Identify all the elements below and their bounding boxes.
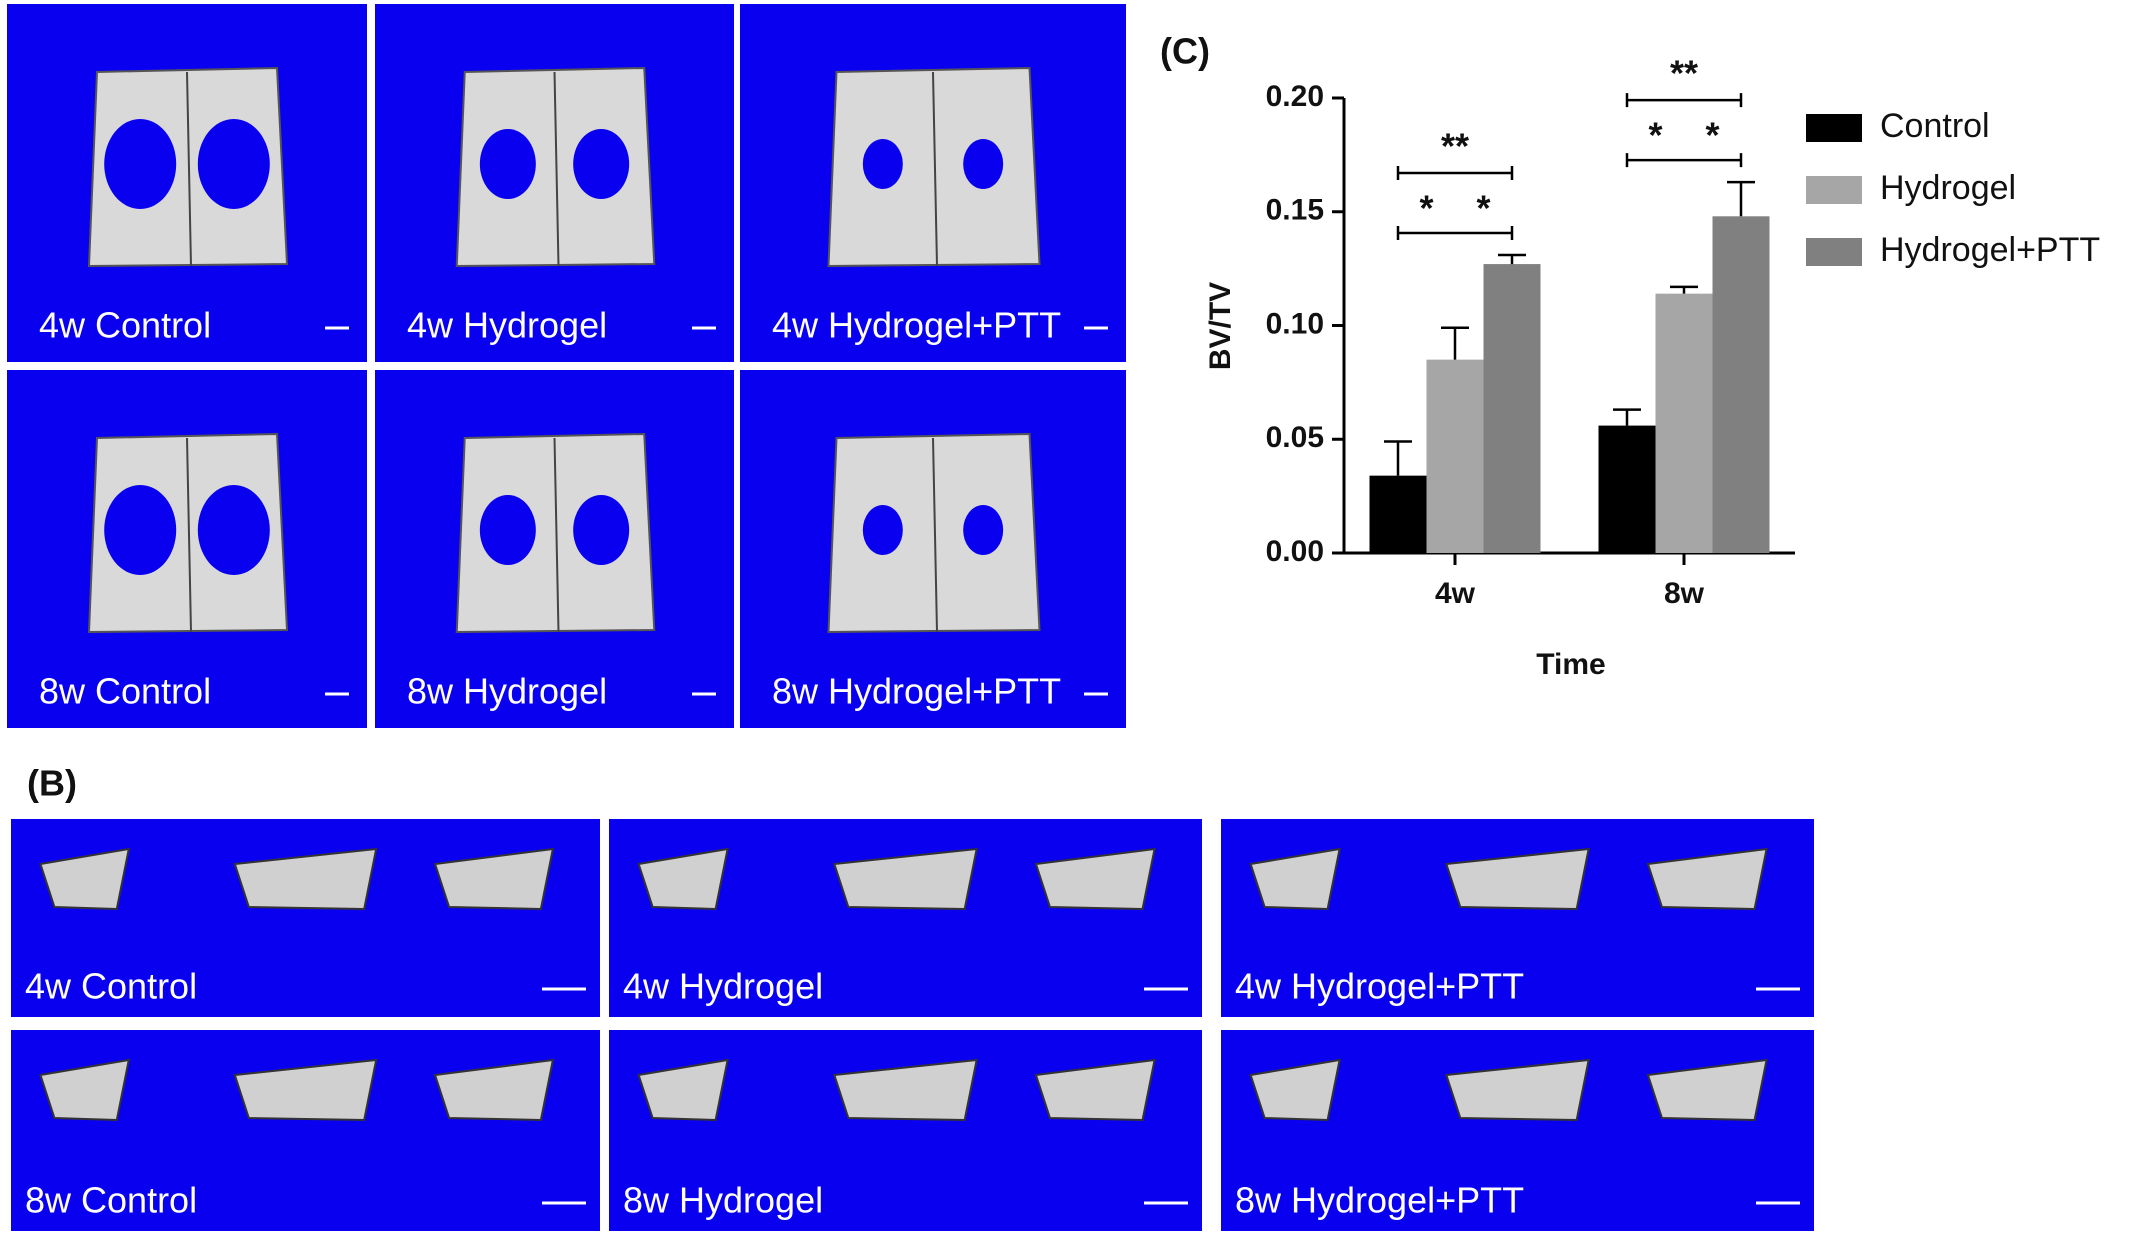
- image-label: 4w Hydrogel+PTT: [1235, 966, 1524, 1007]
- bone-section: [1249, 1058, 1341, 1122]
- legend-label: Control: [1880, 107, 1990, 145]
- defect: [479, 495, 536, 565]
- bar: [1426, 359, 1484, 553]
- significance-bracket: [1396, 165, 1514, 180]
- defect: [862, 139, 903, 189]
- defect: [197, 485, 270, 575]
- bar: [1369, 475, 1427, 553]
- panel-label: (B): [27, 763, 77, 804]
- image-label: 4w Hydrogel: [407, 305, 607, 346]
- error-bar: [1670, 285, 1698, 294]
- error-bar: [1498, 253, 1526, 265]
- significance-bracket: [1396, 225, 1514, 240]
- bar: [1712, 216, 1770, 554]
- error-bar: [1384, 440, 1412, 476]
- significance: **: [1670, 53, 1698, 94]
- bone-section: [1646, 847, 1768, 911]
- bar: [1655, 293, 1713, 553]
- x-tick-label: 4w: [1435, 577, 1476, 610]
- x-axis-title: Time: [1536, 648, 1605, 681]
- image-label: 4w Hydrogel+PTT: [772, 305, 1061, 346]
- significance: *: [1419, 187, 1433, 228]
- bone-section: [1646, 1058, 1768, 1122]
- bone-section: [1034, 1058, 1156, 1122]
- significance: *: [1648, 115, 1662, 156]
- bar: [1483, 264, 1541, 553]
- y-tick-label: 0.20: [1266, 80, 1324, 113]
- suture: [186, 437, 192, 633]
- defect: [197, 119, 270, 209]
- defect: [862, 505, 903, 555]
- image-label: 4w Hydrogel: [623, 966, 823, 1007]
- bar: [1598, 425, 1656, 553]
- y-tick-label: 0.10: [1266, 307, 1324, 340]
- defect: [963, 139, 1004, 189]
- error-bar: [1441, 326, 1469, 360]
- y-tick-label: 0.00: [1266, 535, 1324, 568]
- defect: [963, 505, 1004, 555]
- bone-section: [433, 1058, 555, 1122]
- x-tick-label: 8w: [1664, 577, 1705, 610]
- defect: [573, 495, 630, 565]
- image-label: 4w Control: [25, 966, 197, 1007]
- image-label: 8w Hydrogel: [623, 1180, 823, 1221]
- y-tick-label: 0.15: [1266, 194, 1324, 227]
- legend-label: Hydrogel+PTT: [1880, 231, 2100, 269]
- suture: [932, 437, 938, 633]
- significance: *: [1705, 115, 1719, 156]
- bone-section: [1445, 847, 1590, 911]
- image-label: 4w Control: [39, 305, 211, 346]
- bone-section: [1034, 847, 1156, 911]
- bone-section: [39, 847, 131, 911]
- significance: **: [1441, 125, 1469, 166]
- image-label: 8w Control: [39, 671, 211, 712]
- legend-swatch: [1806, 238, 1862, 266]
- significance-bracket: [1625, 153, 1743, 168]
- bone-section: [433, 847, 555, 911]
- legend-swatch: [1806, 176, 1862, 204]
- panel-label: (C): [1160, 31, 1210, 72]
- bone-section: [637, 847, 729, 911]
- defect: [104, 485, 177, 575]
- y-tick-label: 0.05: [1266, 421, 1324, 454]
- bone-section: [833, 847, 978, 911]
- suture: [932, 71, 938, 267]
- bone-section: [233, 1058, 378, 1122]
- suture: [186, 71, 192, 267]
- error-bar: [1727, 180, 1755, 217]
- defect: [573, 129, 630, 199]
- bone-section: [1445, 1058, 1590, 1122]
- error-bar: [1613, 408, 1641, 426]
- bone-section: [39, 1058, 131, 1122]
- image-label: 8w Control: [25, 1180, 197, 1221]
- legend-label: Hydrogel: [1880, 169, 2016, 207]
- suture: [553, 437, 560, 633]
- bone-section: [1249, 847, 1341, 911]
- defect: [104, 119, 177, 209]
- suture: [553, 71, 560, 267]
- legend-swatch: [1806, 114, 1862, 142]
- significance-bracket: [1625, 93, 1743, 108]
- significance: *: [1476, 187, 1490, 228]
- image-label: 8w Hydrogel: [407, 671, 607, 712]
- bone-section: [233, 847, 378, 911]
- y-axis-title: BV/TV: [1204, 282, 1237, 370]
- defect: [479, 129, 536, 199]
- image-label: 8w Hydrogel+PTT: [772, 671, 1061, 712]
- image-label: 8w Hydrogel+PTT: [1235, 1180, 1524, 1221]
- bone-section: [637, 1058, 729, 1122]
- bone-section: [833, 1058, 978, 1122]
